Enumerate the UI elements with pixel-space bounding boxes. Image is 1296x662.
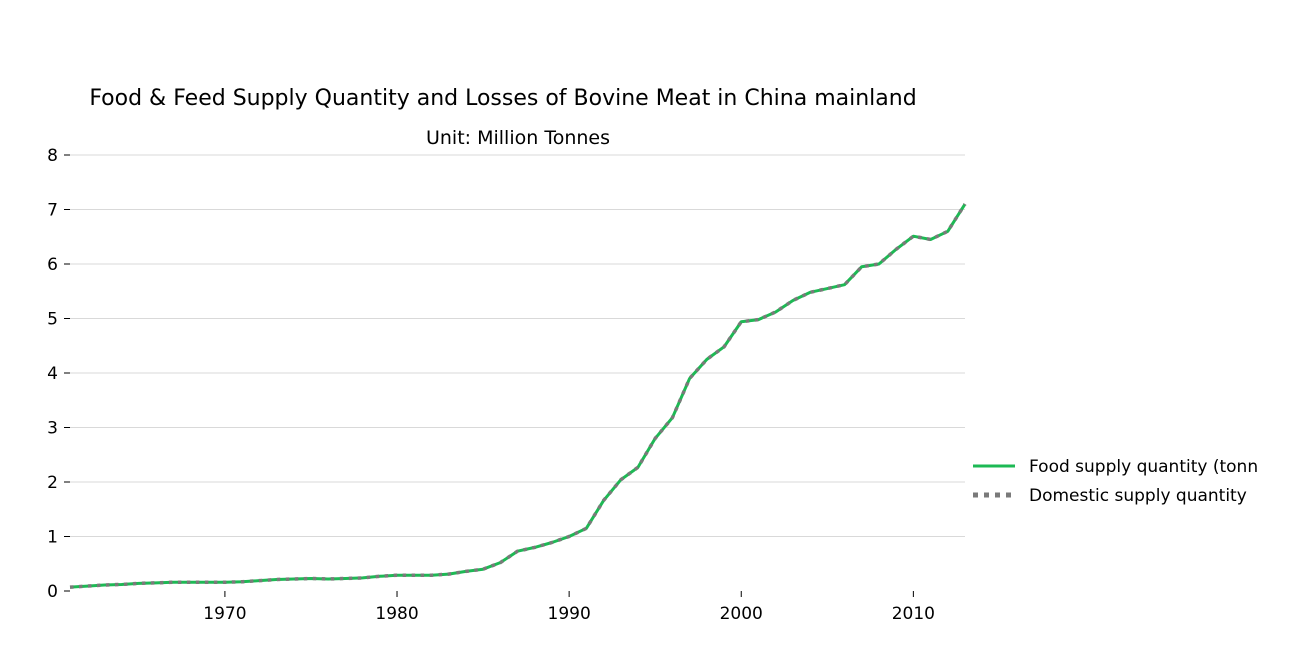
y-tick-label: 0	[47, 582, 58, 602]
legend: Food supply quantity (tonn Domestic suppl…	[973, 457, 1258, 506]
x-tick-label: 1980	[375, 604, 418, 624]
y-axis: 0 1 2 3 4 5 6 7 8	[47, 146, 70, 602]
legend-label-1: Food supply quantity (tonn	[1029, 457, 1258, 477]
series-line-1	[69, 203, 967, 589]
series-line-2	[69, 203, 967, 589]
x-tick-label: 2010	[892, 604, 935, 624]
y-tick-label: 8	[47, 146, 58, 166]
y-tick-label: 2	[47, 473, 58, 493]
chart-subtitle: Unit: Million Tonnes	[426, 127, 610, 149]
x-tick-label: 1990	[548, 604, 591, 624]
x-tick-label: 1970	[203, 604, 246, 624]
y-tick-label: 7	[47, 201, 58, 221]
y-tick-label: 4	[47, 364, 58, 384]
y-tick-label: 6	[47, 255, 58, 275]
y-tick-label: 1	[47, 528, 58, 548]
chart-title: Food & Feed Supply Quantity and Losses o…	[89, 86, 916, 111]
legend-label-2: Domestic supply quantity	[1029, 486, 1247, 506]
series-lines	[69, 203, 967, 589]
y-tick-label: 3	[47, 419, 58, 439]
y-tick-label: 5	[47, 310, 58, 330]
x-axis: 1970 1980 1990 2000 2010	[203, 591, 935, 624]
x-tick-label: 2000	[720, 604, 763, 624]
gridlines	[70, 154, 965, 537]
